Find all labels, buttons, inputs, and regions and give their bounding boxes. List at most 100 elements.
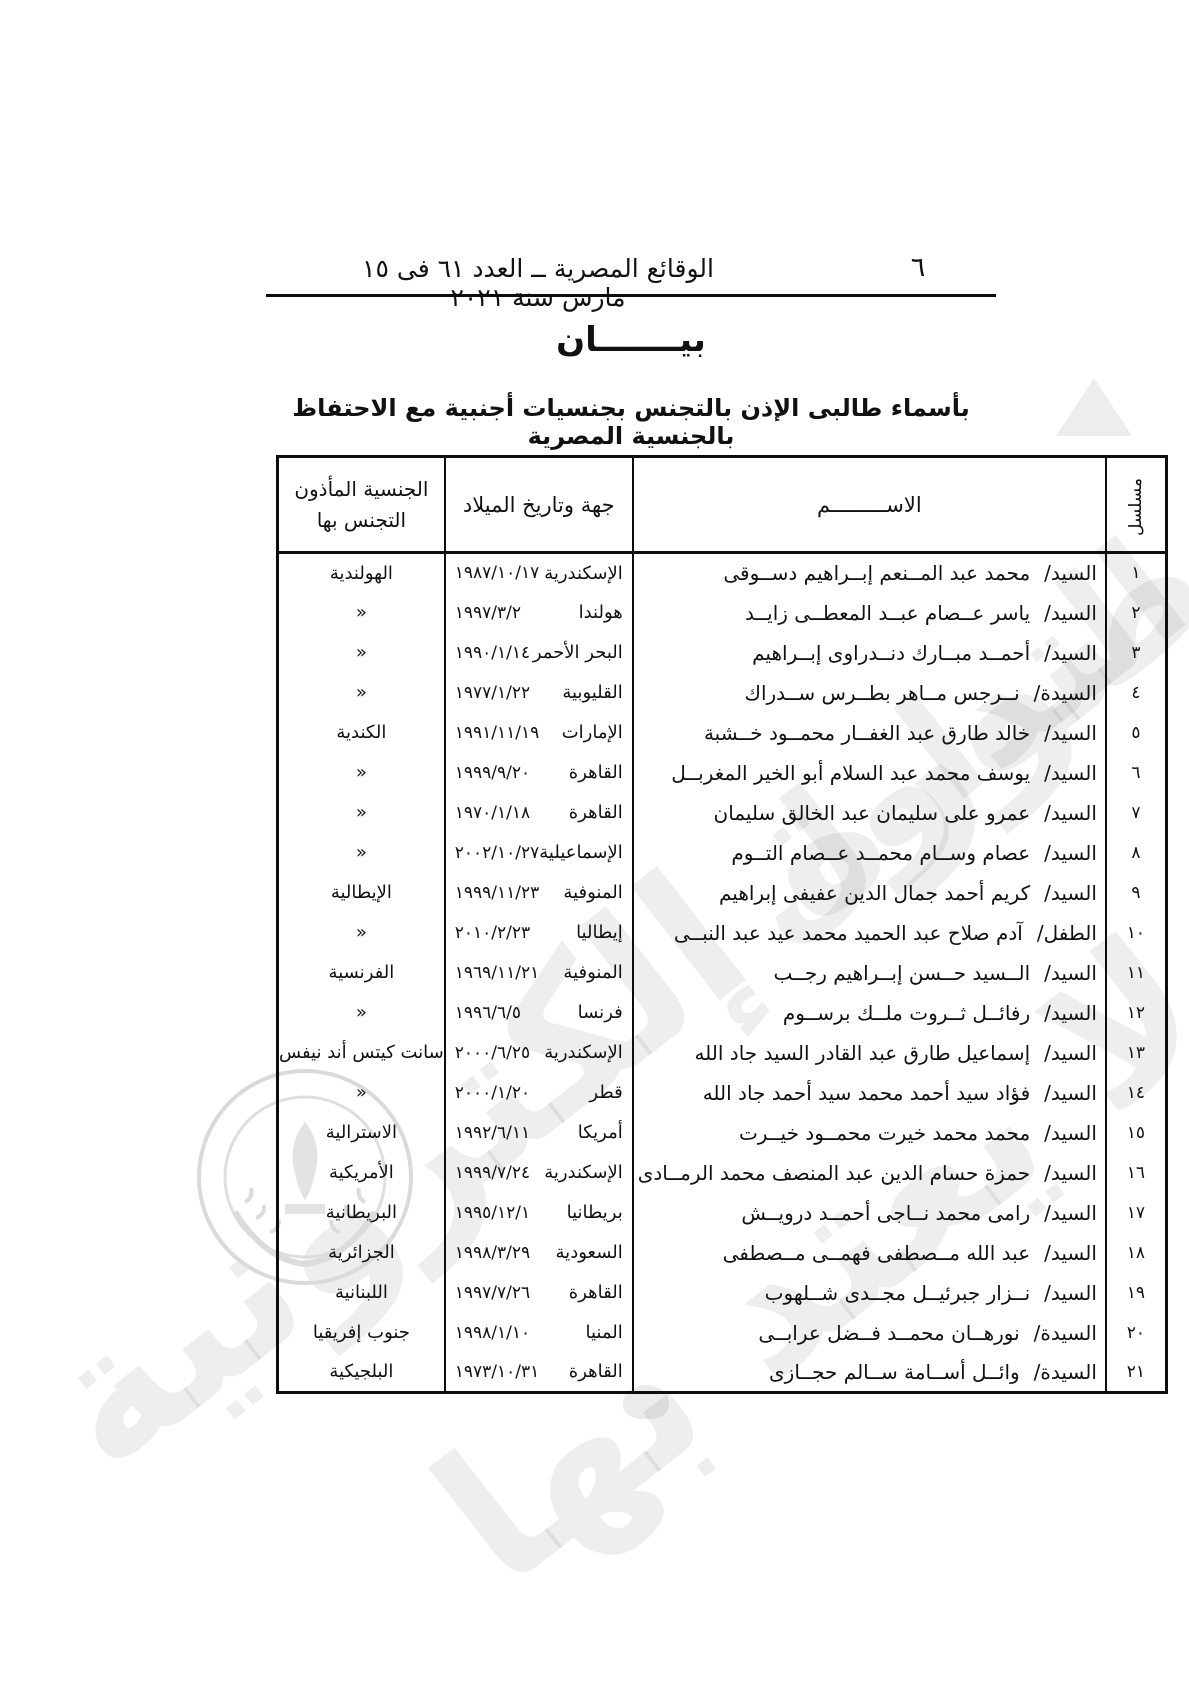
birth-cell: القاهرة ١٩٩٩/٩/٢٠ — [407, 753, 595, 793]
name-cell: السيد/محمد عبد المــنعم إبــراهيم دســوق… — [595, 553, 1068, 593]
serial-cell: ٦ — [1068, 753, 1128, 793]
person-name: عبد الله مــصطفى فهمــى مــصطفى — [685, 1241, 993, 1265]
table-row: ١٣ السيد/إسماعيل طارق عبد القادر السيد ج… — [240, 1033, 1129, 1073]
serial-cell: ١١ — [1068, 953, 1128, 993]
table-row: ٢١ السيدة/وائــل أســامة ســالم حجــازى … — [240, 1353, 1129, 1393]
birthplace: المنيا — [547, 1322, 584, 1343]
table-row: ٢٠ السيدة/نورهــان محمــد فــضل عرابــى … — [240, 1313, 1129, 1353]
birthplace: أمريكا — [540, 1122, 585, 1143]
birthdate: ١٩٧٧/١/٢٢ — [417, 683, 492, 703]
birthplace: فرنسا — [540, 1002, 585, 1023]
birth-cell: المنوفية ١٩٩٩/١١/٢٣ — [407, 873, 595, 913]
person-name: رامى محمد نــاجى أحمــد درويــش — [703, 1201, 992, 1225]
birthplace: القاهرة — [531, 762, 585, 783]
birthplace: قطر — [551, 1082, 584, 1103]
honorific-label: السيد/ — [1006, 1161, 1059, 1185]
name-cell: السيد/عمرو على سليمان عبد الخالق سليمان — [595, 793, 1068, 833]
naturalization-table: مسلسل الاســـــــــم جهة وتاريخ الميلاد … — [238, 455, 1130, 1394]
person-name: إسماعيل طارق عبد القادر السيد جاد الله — [656, 1041, 992, 1065]
birthdate: ١٩٩٩/١١/٢٣ — [417, 883, 502, 903]
birthplace: إيطاليا — [538, 922, 585, 943]
person-name: فؤاد سيد أحمد محمد سيد أحمد جاد الله — [665, 1081, 992, 1105]
person-name: عصام وســام محمــد عــصام التــوم — [693, 841, 992, 865]
birth-cell: فرنسا ١٩٩٦/٦/٥ — [407, 993, 595, 1033]
honorific-label: السيدة/ — [996, 681, 1059, 705]
person-name: أحمــد مبــارك دنــدراوى إبــراهيم — [714, 641, 992, 665]
name-cell: السيد/يوسف محمد عبد السلام أبو الخير الم… — [595, 753, 1068, 793]
honorific-label: السيد/ — [1006, 1241, 1059, 1265]
serial-cell: ٨ — [1068, 833, 1128, 873]
column-header-nationality: الجنسية المأذون التجنس بها — [240, 457, 407, 553]
birthdate: ٢٠٠٠/١/٢٠ — [417, 1083, 492, 1103]
header-divider — [228, 294, 958, 297]
serial-cell: ١٤ — [1068, 1073, 1128, 1113]
person-name: يوسف محمد عبد السلام أبو الخير المغربــل — [633, 761, 992, 785]
serial-cell: ١ — [1068, 553, 1128, 593]
table-row: ١ السيد/محمد عبد المــنعم إبــراهيم دســ… — [240, 553, 1129, 593]
table-row: ١٤ السيد/فؤاد سيد أحمد محمد سيد أحمد جاد… — [240, 1073, 1129, 1113]
serial-cell: ١٩ — [1068, 1273, 1128, 1313]
page-number: ٦ — [858, 252, 902, 283]
document-title: بيـــــــان — [238, 320, 948, 360]
nationality-cell: اللبنانية — [240, 1273, 407, 1313]
birth-cell: القاهرة ١٩٩٧/٧/٢٦ — [407, 1273, 595, 1313]
nationality-cell: الجزائرية — [240, 1233, 407, 1273]
honorific-label: السيد/ — [1006, 1041, 1059, 1065]
person-name: نــرجس مــاهر بطــرس ســدراك — [706, 681, 981, 705]
name-cell: السيد/نــزار جبرئيــل مجــدى شــلهوب — [595, 1273, 1068, 1313]
serial-cell: ٢٠ — [1068, 1313, 1128, 1353]
birth-cell: قطر ٢٠٠٠/١/٢٠ — [407, 1073, 595, 1113]
birthplace: القاهرة — [531, 1361, 585, 1382]
person-name: ياسر عــصام عبــد المعطــى زايــد — [707, 601, 992, 625]
nationality-cell: « — [240, 913, 407, 953]
serial-cell: ١٠ — [1068, 913, 1128, 953]
serial-cell: ٢ — [1068, 593, 1128, 633]
birthdate: ١٩٩٦/٦/٥ — [417, 1003, 483, 1023]
serial-cell: ٢١ — [1068, 1353, 1128, 1393]
birthplace: القاهرة — [531, 1282, 585, 1303]
name-cell: السيد/رامى محمد نــاجى أحمــد درويــش — [595, 1193, 1068, 1233]
birth-cell: المنوفية ١٩٦٩/١١/٢١ — [407, 953, 595, 993]
table-row: ١٩ السيد/نــزار جبرئيــل مجــدى شــلهوب … — [240, 1273, 1129, 1313]
name-cell: الطفل/آدم صلاح عبد الحميد محمد عيد عبد ا… — [595, 913, 1068, 953]
table-row: ١٥ السيد/محمد محمد خيرت محمــود خيــرت أ… — [240, 1113, 1129, 1153]
birthdate: ٢٠٠٠/٦/٢٥ — [417, 1043, 492, 1063]
table-row: ٨ السيد/عصام وســام محمــد عــصام التــو… — [240, 833, 1129, 873]
name-cell: السيد/كريم أحمد جمال الدين عفيفى إبراهيم — [595, 873, 1068, 913]
nationality-cell: « — [240, 753, 407, 793]
serial-cell: ٥ — [1068, 713, 1128, 753]
birthplace: السعودية — [518, 1242, 585, 1263]
honorific-label: السيد/ — [1006, 1001, 1059, 1025]
birthdate: ٢٠١٠/٢/٢٣ — [417, 923, 492, 943]
table-row: ٩ السيد/كريم أحمد جمال الدين عفيفى إبراه… — [240, 873, 1129, 913]
name-cell: السيد/محمد محمد خيرت محمــود خيــرت — [595, 1113, 1068, 1153]
birthdate: ١٩٩٧/٣/٢ — [417, 603, 483, 623]
birth-cell: المنيا ١٩٩٨/١/١٠ — [407, 1313, 595, 1353]
honorific-label: السيد/ — [1006, 641, 1059, 665]
serial-cell: ١٨ — [1068, 1233, 1128, 1273]
name-cell: السيد/ياسر عــصام عبــد المعطــى زايــد — [595, 593, 1068, 633]
person-name: محمد محمد خيرت محمــود خيــرت — [701, 1121, 992, 1145]
honorific-label: الطفل/ — [999, 921, 1059, 945]
serial-cell: ١٥ — [1068, 1113, 1128, 1153]
honorific-label: السيد/ — [1006, 561, 1059, 585]
nationality-cell: الهولندية — [240, 553, 407, 593]
birthplace: القليوبية — [524, 682, 584, 703]
person-name: عمرو على سليمان عبد الخالق سليمان — [676, 801, 993, 825]
birthdate: ١٩٩٩/٩/٢٠ — [417, 763, 492, 783]
name-cell: السيد/أحمــد مبــارك دنــدراوى إبــراهيم — [595, 633, 1068, 673]
person-name: وائــل أســامة ســالم حجــازى — [731, 1360, 982, 1384]
birth-cell: هولندا ١٩٩٧/٣/٢ — [407, 593, 595, 633]
nationality-header-line1: الجنسية المأذون — [241, 474, 406, 505]
birthplace: بريطانيا — [529, 1202, 585, 1223]
name-cell: السيد/عبد الله مــصطفى فهمــى مــصطفى — [595, 1233, 1068, 1273]
serial-cell: ٣ — [1068, 633, 1128, 673]
nationality-cell: البلجيكية — [240, 1353, 407, 1393]
table-row: ١٧ السيد/رامى محمد نــاجى أحمــد درويــش… — [240, 1193, 1129, 1233]
birthplace: المنوفية — [525, 882, 584, 903]
honorific-label: السيد/ — [1006, 1081, 1059, 1105]
name-cell: السيد/رفائــل ثــروت ملــك برســوم — [595, 993, 1068, 1033]
birth-cell: الإسكندرية ١٩٨٧/١٠/١٧ — [407, 553, 595, 593]
birthdate: ١٩٨٧/١٠/١٧ — [417, 563, 502, 583]
gazette-header-line: الوقائع المصرية ــ العدد ٦١ فى ١٥ مارس س… — [290, 254, 710, 312]
